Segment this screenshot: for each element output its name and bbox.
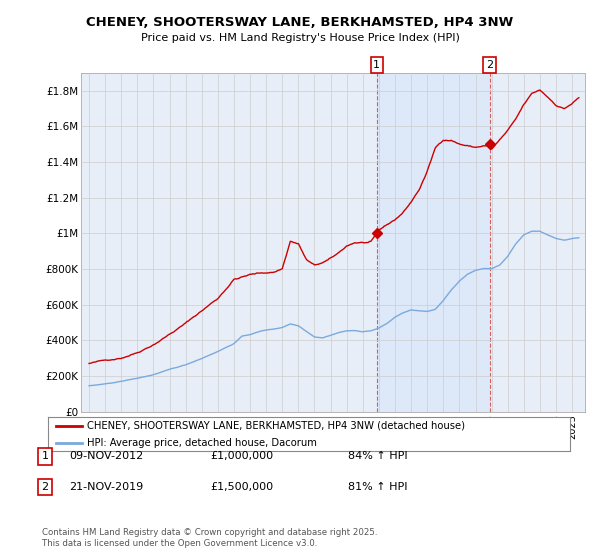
Text: Contains HM Land Registry data © Crown copyright and database right 2025.
This d: Contains HM Land Registry data © Crown c…: [42, 528, 377, 548]
Text: £1,000,000: £1,000,000: [210, 451, 273, 461]
Bar: [377, 73, 490, 412]
Text: 81% ↑ HPI: 81% ↑ HPI: [348, 482, 407, 492]
Text: 2: 2: [486, 60, 493, 70]
Text: CHENEY, SHOOTERSWAY LANE, BERKHAMSTED, HP4 3NW: CHENEY, SHOOTERSWAY LANE, BERKHAMSTED, H…: [86, 16, 514, 29]
Text: 09-NOV-2012: 09-NOV-2012: [69, 451, 143, 461]
Text: 1: 1: [373, 60, 380, 70]
Text: 2: 2: [41, 482, 49, 492]
Text: CHENEY, SHOOTERSWAY LANE, BERKHAMSTED, HP4 3NW (detached house): CHENEY, SHOOTERSWAY LANE, BERKHAMSTED, H…: [87, 421, 465, 431]
Text: 84% ↑ HPI: 84% ↑ HPI: [348, 451, 407, 461]
Text: 1: 1: [41, 451, 49, 461]
Text: Price paid vs. HM Land Registry's House Price Index (HPI): Price paid vs. HM Land Registry's House …: [140, 32, 460, 43]
Text: 21-NOV-2019: 21-NOV-2019: [69, 482, 143, 492]
Text: HPI: Average price, detached house, Dacorum: HPI: Average price, detached house, Daco…: [87, 438, 317, 449]
Text: £1,500,000: £1,500,000: [210, 482, 273, 492]
